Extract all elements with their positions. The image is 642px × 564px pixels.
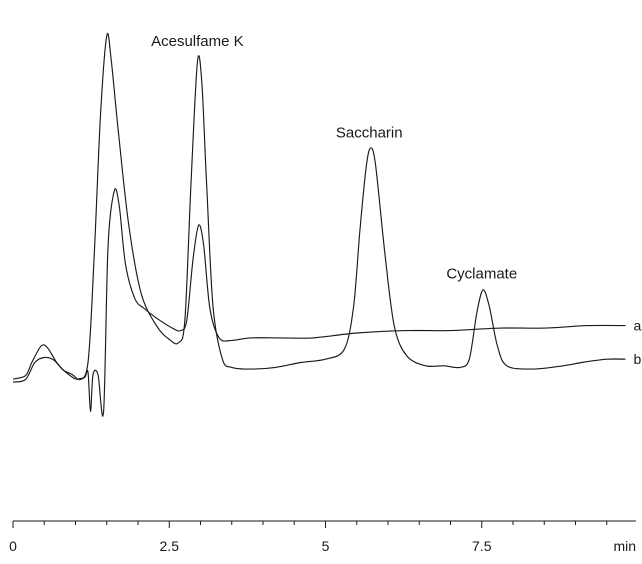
peak-labels-layer: Acesulfame K Saccharin Cyclamate — [151, 33, 517, 282]
x-axis-unit: min — [613, 538, 636, 554]
trace-labels-layer: ba — [634, 318, 642, 368]
traces-layer — [12, 32, 626, 417]
trace-b — [12, 32, 626, 380]
trace-a — [12, 188, 626, 417]
trace-label-a: a — [634, 318, 642, 334]
x-tick-label: 2.5 — [160, 538, 180, 554]
x-tick-label: 5 — [322, 538, 330, 554]
x-tick-label: 0 — [9, 538, 17, 554]
peak-label-cyclamate: Cyclamate — [446, 266, 517, 283]
x-tick-label: 7.5 — [472, 538, 492, 554]
x-axis: 0 2.5 5 7.5 min — [9, 520, 636, 554]
peak-label-saccharin: Saccharin — [336, 125, 403, 142]
trace-label-b: b — [634, 351, 642, 367]
peak-label-acesulfame-k: Acesulfame K — [151, 33, 244, 50]
